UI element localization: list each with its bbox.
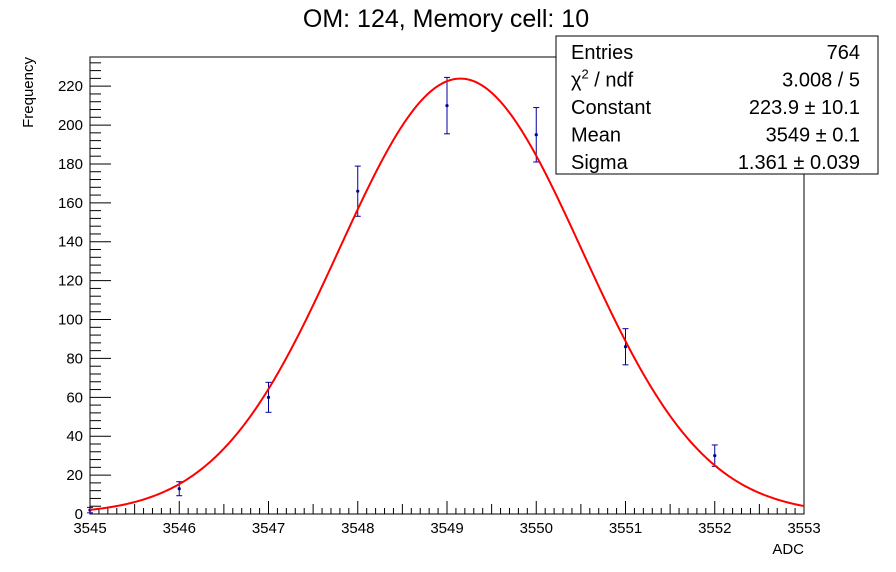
y-tick-label: 220 [58, 78, 83, 95]
y-axis-label: Frequency [20, 57, 37, 128]
y-tick-label: 140 [58, 234, 83, 251]
y-tick-label: 120 [58, 273, 83, 290]
stats-label: Entries [571, 42, 633, 64]
stats-box: Entries 764 χ2 / ndf 3.008 / 5 Constant 223.9… [555, 35, 879, 175]
y-tick-label: 60 [66, 389, 83, 406]
point-marker [445, 104, 449, 108]
y-axis: 0 20 40 60 80 100 120 140 160 180 200 220 [58, 62, 111, 523]
x-tick-label: 3552 [698, 520, 731, 537]
data-point [622, 328, 629, 366]
x-tick-label: 3553 [787, 520, 820, 537]
point-marker [177, 487, 181, 491]
point-marker [356, 189, 360, 193]
stats-value: 764 [827, 42, 860, 64]
stats-value: 3.008 / 5 [782, 70, 860, 92]
stats-box-frame [555, 35, 879, 175]
point-marker [266, 395, 271, 399]
point-marker [713, 454, 717, 458]
fit-curve [89, 77, 805, 511]
chart-title: OM: 124, Memory cell: 10 [303, 5, 589, 33]
stats-value: 223.9 ± 10.1 [749, 97, 860, 119]
x-tick-label: 3551 [609, 520, 642, 537]
point-marker [623, 345, 628, 349]
stats-label: Mean [571, 125, 621, 147]
y-tick-label: 0 [75, 506, 83, 523]
x-tick-label: 3549 [430, 520, 463, 537]
point-marker [534, 133, 538, 137]
y-tick-label: 80 [66, 350, 83, 367]
y-tick-label: 180 [58, 156, 83, 173]
data-point [444, 76, 450, 135]
x-tick-label: 3545 [73, 520, 106, 537]
y-tick-label: 100 [58, 312, 83, 329]
stats-label: Sigma [571, 152, 629, 174]
x-tick-label: 3548 [341, 520, 374, 537]
data-point [533, 107, 540, 163]
x-axis-label: ADC [772, 541, 804, 558]
x-tick-label: 3550 [520, 520, 553, 537]
y-tick-label: 40 [66, 428, 83, 445]
stats-value: 1.361 ± 0.039 [738, 152, 860, 174]
x-tick-label: 3546 [163, 520, 196, 537]
y-tick-label: 20 [66, 467, 83, 484]
stats-label: Constant [571, 97, 651, 119]
y-tick-label: 160 [58, 195, 83, 212]
y-tick-label: 200 [58, 117, 83, 134]
stats-value: 3549 ± 0.1 [766, 125, 860, 147]
stats-label: χ2 / ndf [571, 67, 634, 92]
x-tick-label: 3547 [252, 520, 285, 537]
x-axis: 3545 3546 3547 3548 3549 3550 3551 3552 3553 [73, 501, 821, 537]
